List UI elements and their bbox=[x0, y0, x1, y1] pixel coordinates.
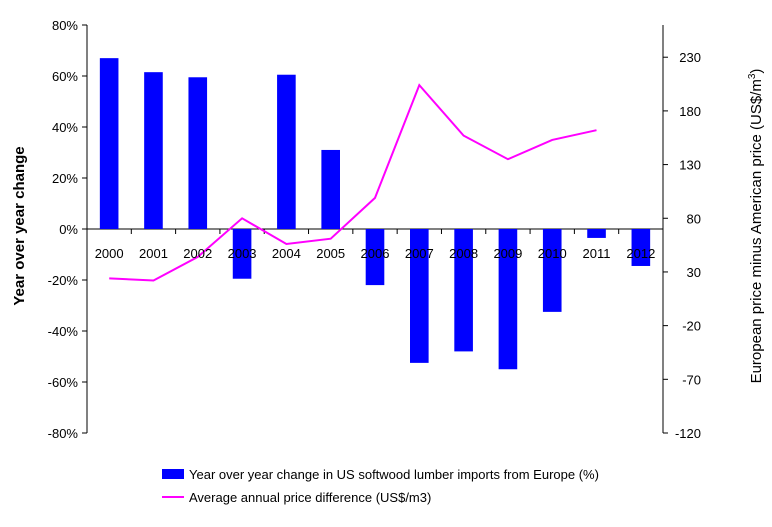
y-axis-right-title-main: European price minus American price (US$… bbox=[748, 79, 765, 383]
y-right-tick-label: -70 bbox=[682, 372, 701, 387]
y-tick-label: 40% bbox=[52, 120, 78, 135]
bar bbox=[498, 229, 518, 370]
bar bbox=[410, 229, 429, 363]
x-tick-label: 2010 bbox=[538, 246, 567, 261]
x-tick-label: 2009 bbox=[493, 246, 522, 261]
bar bbox=[277, 74, 296, 229]
x-tick-label: 2000 bbox=[95, 246, 124, 261]
y-axis-title: Year over year change bbox=[11, 146, 28, 305]
y-tick-label: 20% bbox=[52, 171, 78, 186]
tick-labels-layer: 80% 60% 40% 20% 0% -20% -40% -60% -80% 230 180 130 8… bbox=[48, 18, 701, 441]
x-tick-label: 2006 bbox=[361, 246, 390, 261]
y-axis-right-title-sup: 3 bbox=[747, 73, 758, 79]
y-right-tick-label: 180 bbox=[679, 104, 701, 119]
bar bbox=[631, 229, 651, 266]
y-right-tick-label: 80 bbox=[687, 211, 701, 226]
line-layer bbox=[109, 83, 597, 282]
bar bbox=[587, 229, 606, 238]
y-tick-label: -40% bbox=[48, 324, 79, 339]
y-tick-label: -20% bbox=[48, 273, 79, 288]
x-tick-label: 2001 bbox=[139, 246, 168, 261]
bar bbox=[321, 149, 340, 229]
bar bbox=[188, 77, 208, 230]
legend-bar-label: Year over year change in US softwood lum… bbox=[189, 467, 599, 482]
bar bbox=[365, 229, 385, 286]
y-right-tick-label: 230 bbox=[679, 50, 701, 65]
y-right-tick-label: -120 bbox=[675, 426, 701, 441]
y-tick-label: 0% bbox=[59, 222, 78, 237]
bar bbox=[454, 229, 473, 352]
x-tick-label: 2003 bbox=[228, 246, 257, 261]
x-tick-label: 2007 bbox=[405, 246, 434, 261]
x-tick-label: 2005 bbox=[316, 246, 345, 261]
legend-line-label: Average annual price difference (US$/m3) bbox=[189, 490, 431, 505]
bars-layer bbox=[99, 58, 651, 370]
price-difference-line bbox=[109, 83, 597, 282]
bar bbox=[542, 229, 562, 312]
bar bbox=[232, 229, 252, 279]
y-right-tick-label: 30 bbox=[687, 265, 701, 280]
y-axis-right-title-end: ) bbox=[748, 69, 765, 74]
y-tick-label: 60% bbox=[52, 69, 78, 84]
x-tick-label: 2004 bbox=[272, 246, 301, 261]
bar bbox=[99, 58, 119, 230]
legend-bar-swatch bbox=[162, 469, 184, 479]
x-tick-label: 2008 bbox=[449, 246, 478, 261]
y-tick-label: -60% bbox=[48, 375, 79, 390]
bar bbox=[144, 72, 163, 229]
y-tick-label: 80% bbox=[52, 18, 78, 33]
x-tick-label: 2011 bbox=[583, 246, 611, 261]
y-right-tick-label: 130 bbox=[679, 158, 701, 173]
legend: Year over year change in US softwood lum… bbox=[162, 467, 599, 505]
x-tick-label: 2002 bbox=[183, 246, 212, 261]
y-right-tick-label: -20 bbox=[682, 319, 701, 334]
y-tick-label: -80% bbox=[48, 426, 79, 441]
x-tick-label: 2012 bbox=[626, 246, 655, 261]
y-axis-right-title: European price minus American price (US$… bbox=[747, 69, 765, 384]
